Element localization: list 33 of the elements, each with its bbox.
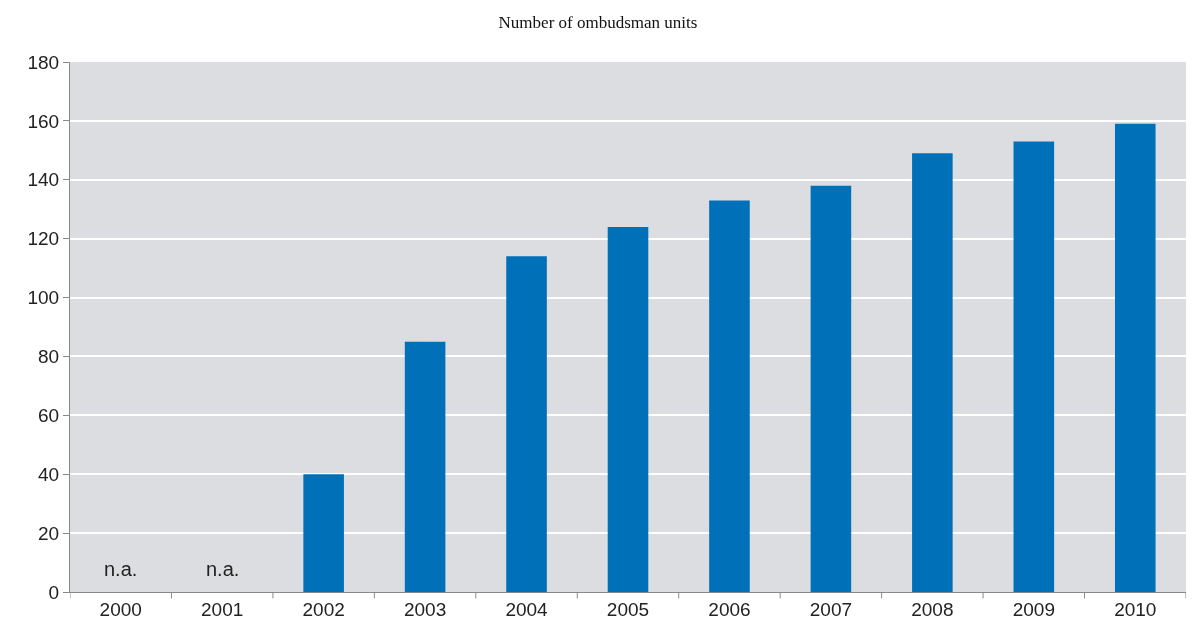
y-tick-label: 0: [48, 581, 60, 603]
y-tick-label: 40: [38, 463, 60, 485]
x-tick-label: 2003: [403, 598, 447, 620]
x-tick-label: 2002: [302, 598, 345, 620]
bar: [709, 200, 750, 592]
x-tick-label: 2008: [911, 598, 954, 620]
x-tick-label: 2004: [505, 598, 549, 620]
y-tick-label: 160: [27, 110, 60, 132]
x-tick-label: 2006: [708, 598, 751, 620]
bar: [810, 185, 852, 592]
bar: [1013, 141, 1055, 592]
text: n.a.: [206, 558, 240, 580]
text: n.a.: [104, 558, 138, 580]
chart-title: Number of ombudsman units: [498, 12, 698, 32]
bar: [607, 226, 649, 592]
y-tick-label: 100: [27, 287, 60, 309]
x-tick-label: 2001: [201, 598, 244, 620]
x-tick-label: 2010: [1114, 598, 1157, 620]
y-tick-label: 60: [38, 404, 60, 426]
y-tick-label: 120: [27, 228, 60, 250]
y-tick-label: 180: [27, 51, 60, 73]
bar: [1114, 123, 1156, 592]
bar: [303, 474, 344, 592]
y-tick-label: 20: [38, 522, 60, 544]
x-tick-label: 2005: [606, 598, 650, 620]
x-tick-label: 2000: [99, 598, 142, 620]
x-tick-label: 2009: [1012, 598, 1055, 620]
bar: [912, 153, 953, 592]
bar: [506, 256, 547, 592]
bar: [404, 341, 446, 592]
y-tick-label: 80: [38, 346, 60, 368]
y-tick-label: 140: [27, 169, 60, 191]
x-tick-label: 2007: [809, 598, 853, 620]
